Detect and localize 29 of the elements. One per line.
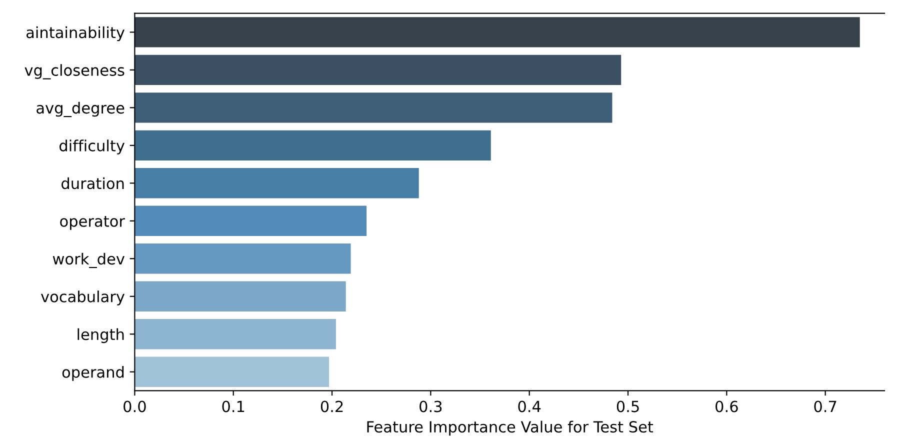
bar (134, 356, 330, 387)
y-tick-label: work_dev (52, 252, 125, 268)
bar (134, 92, 612, 123)
y-tick-label: avg_degree (36, 102, 124, 118)
x-tick-label: 0.3 (420, 400, 442, 412)
bar (134, 168, 419, 198)
x-tick-label: 0.6 (716, 400, 738, 412)
y-tick-label: vg_closeness (24, 64, 124, 80)
x-tick-label: 0.7 (814, 400, 836, 412)
y-tick-label: operand (62, 366, 124, 381)
bar (134, 206, 367, 236)
y-tick-label: vocabulary (40, 290, 125, 306)
x-tick-label: 0.1 (222, 400, 244, 412)
y-tick-label: length (78, 328, 124, 344)
x-tick-label: 0.5 (616, 400, 639, 412)
y-tick-label: operator (60, 216, 125, 230)
bar (134, 130, 491, 161)
x-tick-label: 0.2 (320, 400, 343, 412)
bar (134, 244, 351, 274)
y-tick-label: duration (62, 177, 124, 190)
bar (134, 281, 346, 312)
y-tick-label: difficulty (60, 140, 125, 154)
bar (134, 319, 336, 350)
bar (134, 54, 622, 86)
bar (134, 17, 860, 48)
y-tick-label: aintainability (26, 26, 125, 42)
x-tick-label: 0.0 (124, 400, 146, 412)
x-tick-label: 0.4 (518, 400, 541, 412)
x-axis-title: Feature Importance Value for Test Set (367, 420, 654, 436)
